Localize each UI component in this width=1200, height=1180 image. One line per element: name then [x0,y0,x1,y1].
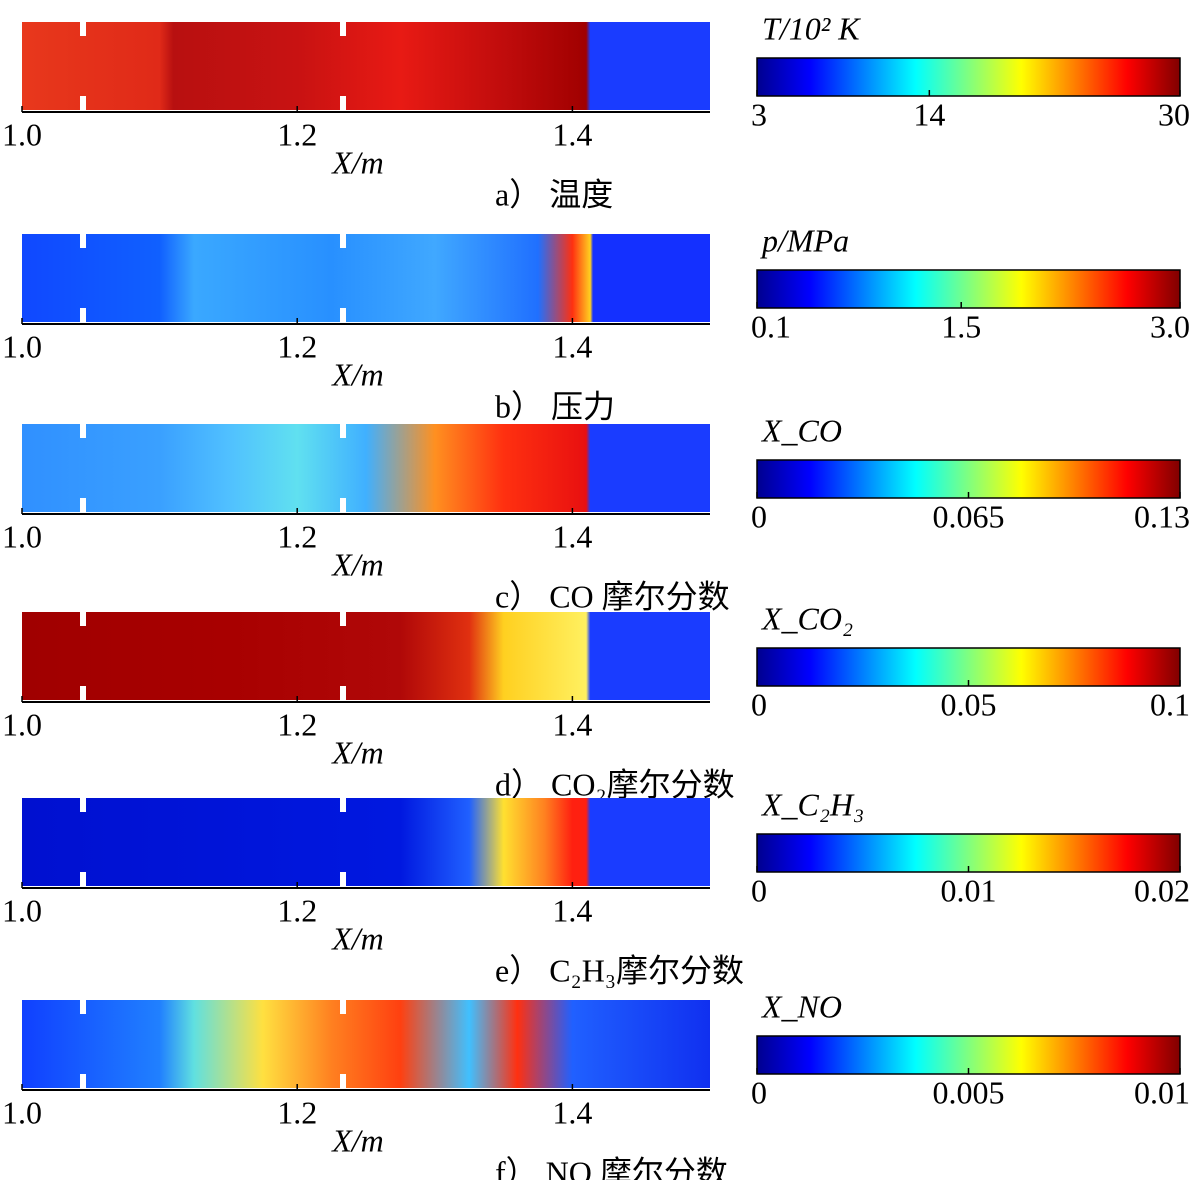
wall-notch [340,1000,346,1014]
wall-notch [80,234,86,248]
x-axis-label: X/m [330,1122,384,1158]
colorbar-tick-label: 0 [751,686,767,722]
x-tick-label: 1.4 [552,328,592,364]
x-tick-label: 1.2 [277,706,317,742]
contour-field [22,1000,710,1088]
colorbar-tick-label: 0.01 [941,872,997,908]
caption: e） C₂H₃摩尔分数 [495,952,744,988]
contour-field [22,798,710,886]
wall-notch [80,96,86,110]
wall-notch [340,872,346,886]
x-tick-label: 1.0 [2,1094,42,1130]
wall-notch [80,686,86,700]
colorbar [756,57,1181,97]
x-tick-label: 1.2 [277,328,317,364]
x-tick-label: 1.0 [2,706,42,742]
caption: f） NO 摩尔分数 [495,1154,728,1180]
colorbar-label: T/10² K [762,10,861,46]
colorbar-tick-label: 0.01 [1134,1074,1190,1110]
wall-notch [340,1074,346,1088]
x-tick-label: 1.0 [2,116,42,152]
wall-notch [340,96,346,110]
colorbar-tick-label: 3 [751,96,767,132]
x-tick-label: 1.2 [277,1094,317,1130]
colorbar-tick-label: 0.13 [1134,498,1190,534]
colorbar [756,269,1181,309]
contour-field [22,424,710,512]
colorbar-tick-label: 0.005 [933,1074,1005,1110]
wall-notch [340,612,346,626]
x-tick-label: 1.4 [552,1094,592,1130]
colorbar-tick-label: 1.5 [941,308,981,344]
colorbar-tick-label: 0.1 [751,308,791,344]
wall-notch [340,22,346,36]
x-tick-label: 1.2 [277,892,317,928]
x-tick-label: 1.0 [2,892,42,928]
colorbar-tick-label: 0 [751,498,767,534]
x-tick-label: 1.2 [277,116,317,152]
x-axis-label: X/m [330,920,384,956]
x-axis-label: X/m [330,144,384,180]
colorbar-tick-label: 3.0 [1150,308,1190,344]
colorbar-tick-label: 0.065 [933,498,1005,534]
x-tick-label: 1.4 [552,518,592,554]
colorbar-label: X_CO [760,412,842,448]
colorbar [756,459,1181,499]
caption: b） 压力 [495,388,615,424]
caption: a） 温度 [495,176,613,212]
x-axis-label: X/m [330,356,384,392]
colorbar-label: X_NO [760,988,842,1024]
wall-notch [340,234,346,248]
colorbar-tick-label: 0.1 [1150,686,1190,722]
wall-notch [80,424,86,438]
x-tick-label: 1.4 [552,892,592,928]
colorbar-tick-label: 0.02 [1134,872,1190,908]
colorbar-label: p/MPa [760,222,849,258]
colorbar-tick-label: 0 [751,872,767,908]
wall-notch [340,308,346,322]
x-axis-label: X/m [330,546,384,582]
wall-notch [80,612,86,626]
x-tick-label: 1.0 [2,328,42,364]
wall-notch [80,1074,86,1088]
x-axis-label: X/m [330,734,384,770]
x-tick-label: 1.4 [552,116,592,152]
x-tick-label: 1.2 [277,518,317,554]
wall-notch [80,308,86,322]
contour-field [22,612,710,700]
wall-notch [80,872,86,886]
wall-notch [80,798,86,812]
colorbar-label: X_CO₂ [760,600,853,636]
caption: d） CO₂摩尔分数 [495,766,735,802]
colorbar-tick-label: 30 [1158,96,1190,132]
contour-field [22,22,710,110]
wall-notch [80,1000,86,1014]
wall-notch [340,498,346,512]
contour-field [22,234,710,322]
wall-notch [340,424,346,438]
x-tick-label: 1.4 [552,706,592,742]
colorbar-tick-label: 0.05 [941,686,997,722]
wall-notch [80,22,86,36]
wall-notch [340,686,346,700]
colorbar-label: X_C₂H₃ [760,786,864,822]
wall-notch [340,798,346,812]
colorbar-tick-label: 14 [913,96,945,132]
colorbar-tick-label: 0 [751,1074,767,1110]
x-tick-label: 1.0 [2,518,42,554]
wall-notch [80,498,86,512]
caption: c） CO 摩尔分数 [495,578,730,614]
